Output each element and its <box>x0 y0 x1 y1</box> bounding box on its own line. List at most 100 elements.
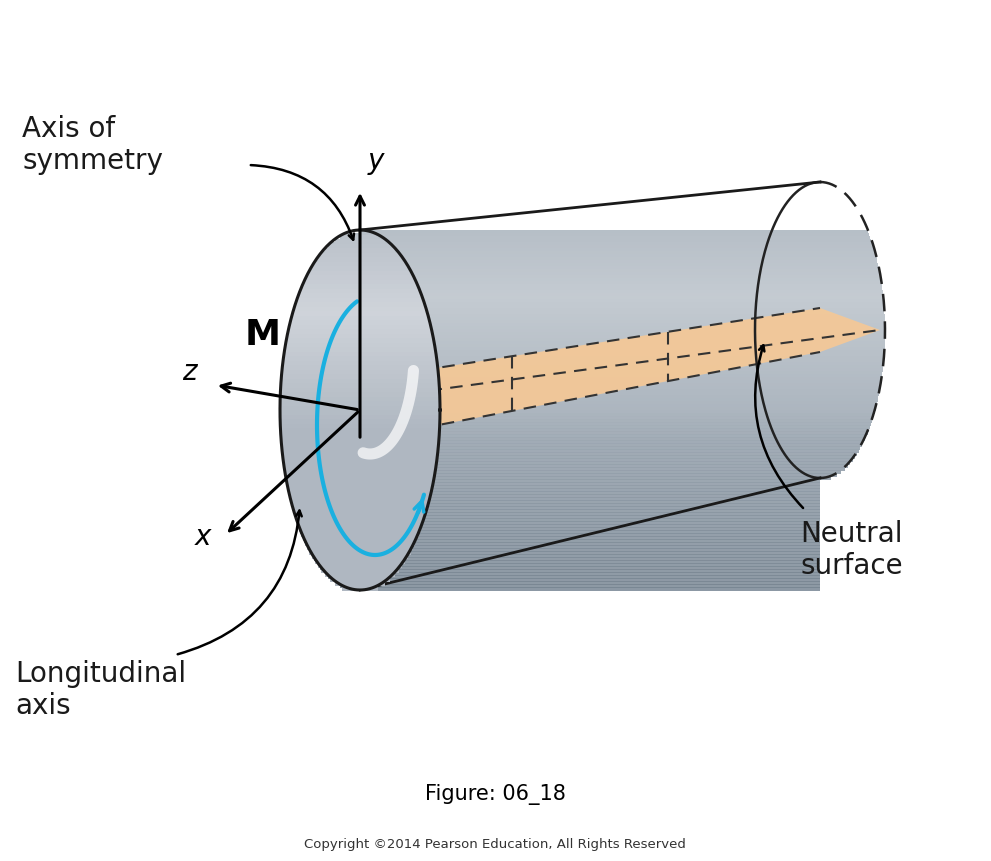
Polygon shape <box>290 500 820 504</box>
Polygon shape <box>307 545 820 548</box>
Polygon shape <box>283 356 436 361</box>
Polygon shape <box>282 455 855 459</box>
Polygon shape <box>314 557 820 561</box>
Polygon shape <box>281 446 860 449</box>
Polygon shape <box>307 545 413 550</box>
Polygon shape <box>294 512 820 516</box>
Polygon shape <box>280 434 866 437</box>
Polygon shape <box>321 567 398 573</box>
Polygon shape <box>286 338 433 343</box>
Polygon shape <box>331 578 820 581</box>
Polygon shape <box>290 497 820 500</box>
Polygon shape <box>287 485 820 488</box>
Polygon shape <box>282 455 855 459</box>
Polygon shape <box>318 563 820 567</box>
Polygon shape <box>281 374 882 377</box>
Polygon shape <box>297 299 884 302</box>
Polygon shape <box>315 559 405 563</box>
Polygon shape <box>292 315 428 320</box>
Polygon shape <box>346 587 820 591</box>
Polygon shape <box>284 470 841 474</box>
Text: Axis of
symmetry: Axis of symmetry <box>22 115 163 176</box>
Polygon shape <box>283 361 437 366</box>
Polygon shape <box>301 288 419 294</box>
Polygon shape <box>316 560 820 563</box>
Polygon shape <box>321 252 398 257</box>
Polygon shape <box>284 467 844 470</box>
Polygon shape <box>322 569 820 573</box>
Polygon shape <box>318 563 402 568</box>
Polygon shape <box>280 424 440 429</box>
Polygon shape <box>304 281 881 284</box>
Polygon shape <box>281 440 863 443</box>
Polygon shape <box>280 431 867 435</box>
Polygon shape <box>280 406 440 411</box>
Polygon shape <box>280 392 440 397</box>
Polygon shape <box>280 383 439 388</box>
Polygon shape <box>290 500 429 505</box>
Polygon shape <box>298 524 820 528</box>
Polygon shape <box>300 530 820 534</box>
Polygon shape <box>280 407 875 411</box>
Polygon shape <box>281 371 882 375</box>
Polygon shape <box>328 245 873 249</box>
Polygon shape <box>280 425 870 429</box>
Polygon shape <box>289 326 885 330</box>
Polygon shape <box>312 266 879 269</box>
Polygon shape <box>281 377 882 381</box>
Polygon shape <box>287 485 820 488</box>
Polygon shape <box>295 305 884 308</box>
Polygon shape <box>299 293 421 298</box>
Polygon shape <box>282 452 857 455</box>
Polygon shape <box>280 401 877 405</box>
Polygon shape <box>280 387 439 393</box>
Polygon shape <box>331 242 872 245</box>
Polygon shape <box>287 333 432 338</box>
Polygon shape <box>293 509 820 512</box>
Polygon shape <box>280 389 880 393</box>
Polygon shape <box>308 548 820 552</box>
Polygon shape <box>288 491 820 494</box>
Polygon shape <box>288 488 820 492</box>
Polygon shape <box>288 491 431 496</box>
Polygon shape <box>309 270 410 276</box>
Polygon shape <box>281 374 438 379</box>
Polygon shape <box>280 404 876 407</box>
Polygon shape <box>283 464 847 468</box>
Polygon shape <box>335 581 820 585</box>
Polygon shape <box>305 278 881 282</box>
Polygon shape <box>280 395 878 399</box>
Polygon shape <box>285 473 435 478</box>
Polygon shape <box>280 437 439 442</box>
Polygon shape <box>281 442 439 447</box>
Polygon shape <box>346 233 869 237</box>
Polygon shape <box>308 272 880 276</box>
Polygon shape <box>325 572 820 575</box>
Polygon shape <box>290 320 885 324</box>
Polygon shape <box>280 410 875 413</box>
Polygon shape <box>330 577 390 581</box>
Polygon shape <box>298 524 820 528</box>
Polygon shape <box>288 491 820 494</box>
Polygon shape <box>284 467 844 470</box>
Polygon shape <box>335 581 385 586</box>
Polygon shape <box>314 557 820 561</box>
Polygon shape <box>288 488 820 492</box>
Polygon shape <box>290 500 820 504</box>
Polygon shape <box>291 503 820 506</box>
Text: y: y <box>368 147 385 175</box>
Polygon shape <box>307 545 820 548</box>
Polygon shape <box>283 359 884 362</box>
Polygon shape <box>289 494 820 498</box>
Polygon shape <box>282 365 883 369</box>
Polygon shape <box>288 329 885 332</box>
Polygon shape <box>304 539 820 542</box>
Polygon shape <box>282 362 883 366</box>
Polygon shape <box>282 450 438 455</box>
Polygon shape <box>342 234 378 239</box>
Polygon shape <box>280 416 873 419</box>
Polygon shape <box>312 266 408 271</box>
Polygon shape <box>280 413 874 417</box>
Polygon shape <box>301 533 820 536</box>
Polygon shape <box>288 329 431 334</box>
